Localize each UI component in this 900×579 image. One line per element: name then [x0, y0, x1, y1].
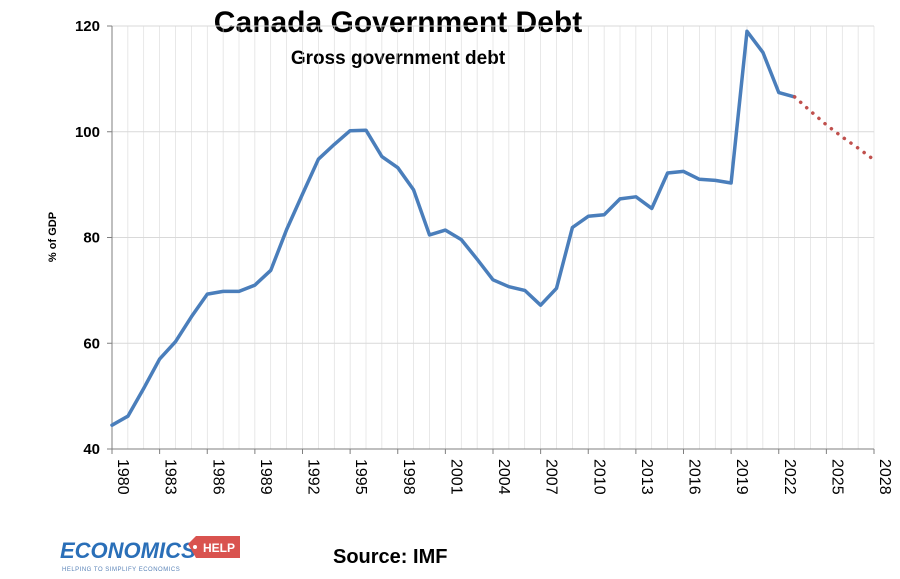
- debt-series-line: [110, 29, 797, 427]
- x-tick-label: 2019: [733, 459, 750, 495]
- x-tick-label: 1995: [352, 459, 369, 495]
- logo-help-tag-icon: [188, 536, 240, 558]
- forecast-series-line: [792, 95, 876, 162]
- x-tick-label: 2028: [876, 459, 893, 495]
- x-tick-label: 1983: [162, 459, 179, 495]
- y-tick-label: 80: [83, 230, 100, 247]
- axes: [107, 25, 875, 454]
- logo-tagline: HELPING TO SIMPLIFY ECONOMICS: [62, 567, 180, 573]
- y-axis-label: % of GDP: [47, 212, 59, 262]
- y-tick-label: 60: [83, 335, 100, 352]
- y-tick-label: 120: [75, 18, 100, 35]
- x-tick-label: 2016: [686, 459, 703, 495]
- logo-tag-hole-icon: [193, 545, 197, 549]
- x-tick-label: 1980: [114, 459, 131, 495]
- x-tick-label: 2001: [447, 459, 464, 495]
- y-tick-label: 40: [83, 441, 100, 458]
- grid: [111, 25, 875, 450]
- logo-help-text: HELP: [203, 541, 235, 555]
- x-tick-label: 1998: [400, 459, 417, 495]
- source-label: Source: IMF: [333, 546, 447, 568]
- x-tick-label: 2025: [828, 459, 845, 495]
- x-tick-label: 1992: [305, 459, 322, 495]
- y-tick-labels: 40 60 80 100 120: [75, 18, 100, 458]
- x-tick-label: 1989: [257, 459, 274, 495]
- x-tick-label: 2022: [781, 459, 798, 495]
- logo-economics-text: ECONOMICS: [60, 538, 196, 563]
- y-tick-label: 100: [75, 124, 100, 141]
- x-tick-labels: 1980 1983 1986 1989 1992 1995 1998 2001 2004 2007…: [114, 459, 893, 495]
- x-tick-label: 2007: [543, 459, 560, 495]
- x-tick-label: 2004: [495, 459, 512, 495]
- series-group: [110, 29, 876, 427]
- chart-subtitle: Gross government debt: [291, 48, 506, 69]
- logo[interactable]: ECONOMICS HELP HELPING TO SIMPLIFY ECONO…: [60, 536, 240, 573]
- x-tick-label: 2010: [590, 459, 607, 495]
- x-tick-label: 1986: [209, 459, 226, 495]
- x-tick-label: 2013: [638, 459, 655, 495]
